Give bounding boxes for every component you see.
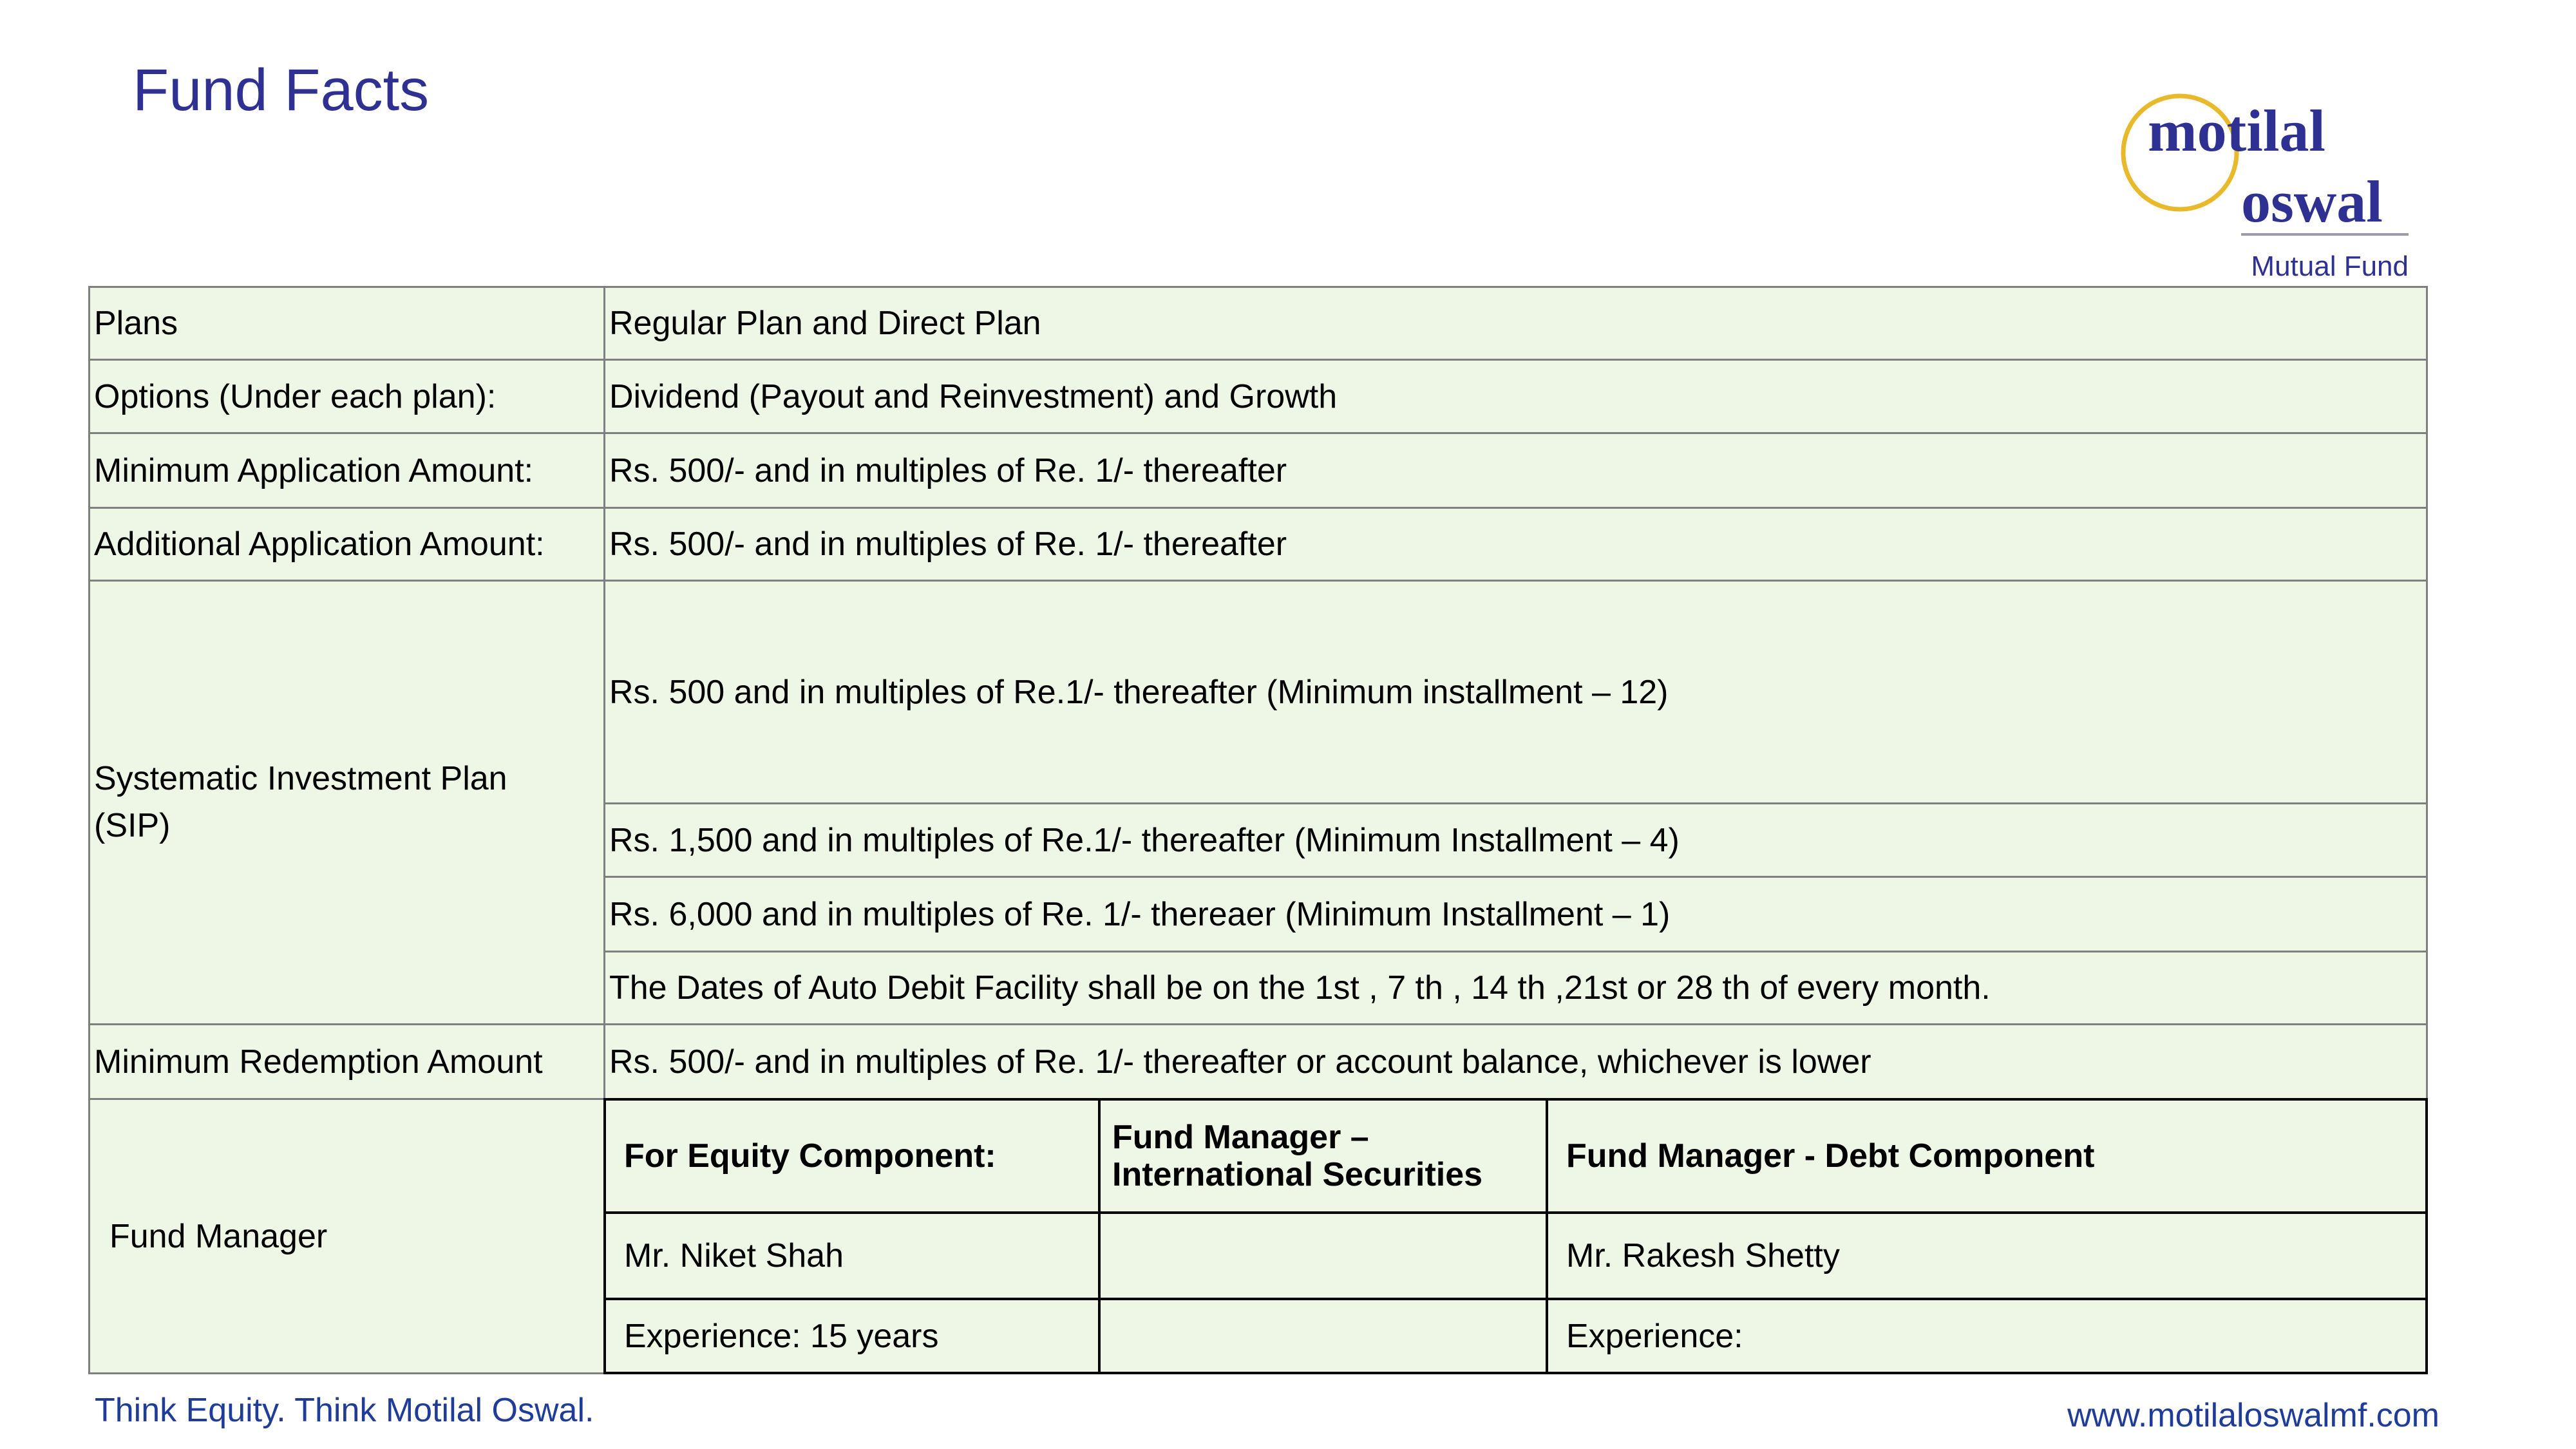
options-value: Dividend (Payout and Reinvestment) and G…: [603, 359, 2428, 434]
plans-label: Plans: [88, 286, 605, 361]
equity-header: For Equity Component:: [603, 1098, 1101, 1214]
additional-application-value: Rs. 500/- and in multiples of Re. 1/- th…: [603, 507, 2428, 582]
min-application-label: Minimum Application Amount:: [88, 432, 605, 509]
additional-application-label: Additional Application Amount:: [88, 507, 605, 582]
footer-url-link[interactable]: www.motilaloswalmf.com: [2067, 1397, 2439, 1434]
logo-divider: [2241, 233, 2409, 236]
logo-line-2: oswal: [2241, 169, 2383, 234]
redemption-value: Rs. 500/- and in multiples of Re. 1/- th…: [603, 1023, 2428, 1100]
options-label: Options (Under each plan):: [88, 359, 605, 434]
debt-manager-name: Mr. Rakesh Shetty: [1546, 1211, 2428, 1300]
debt-manager-experience: Experience:: [1546, 1298, 2428, 1374]
logo-ring-icon: [2121, 93, 2239, 212]
plans-value: Regular Plan and Direct Plan: [603, 286, 2428, 361]
equity-manager-name: Mr. Niket Shah: [603, 1211, 1101, 1300]
redemption-label: Minimum Redemption Amount: [88, 1023, 605, 1100]
sip-value-1: Rs. 500 and in multiples of Re.1/- there…: [603, 580, 2428, 804]
international-manager-name: [1098, 1211, 1548, 1300]
fund-manager-label: Fund Manager: [88, 1098, 605, 1374]
footer-tagline: Think Equity. Think Motilal Oswal.: [95, 1392, 594, 1429]
equity-manager-experience: Experience: 15 years: [603, 1298, 1101, 1374]
international-manager-experience: [1098, 1298, 1548, 1374]
international-header: Fund Manager – International Securities: [1098, 1098, 1548, 1214]
motilal-oswal-logo: motilal oswal Mutual Fund: [2119, 72, 2518, 282]
sip-value-4: The Dates of Auto Debit Facility shall b…: [603, 951, 2428, 1025]
sip-value-3: Rs. 6,000 and in multiples of Re. 1/- th…: [603, 876, 2428, 952]
debt-header: Fund Manager - Debt Component: [1546, 1098, 2428, 1214]
logo-line-3: Mutual Fund: [2251, 251, 2409, 281]
logo-line-1: motilal: [2148, 98, 2325, 164]
page-title: Fund Facts: [133, 57, 430, 123]
min-application-value: Rs. 500/- and in multiples of Re. 1/- th…: [603, 432, 2428, 509]
sip-label: Systematic Investment Plan (SIP): [88, 580, 605, 1025]
sip-value-2: Rs. 1,500 and in multiples of Re.1/- the…: [603, 802, 2428, 878]
